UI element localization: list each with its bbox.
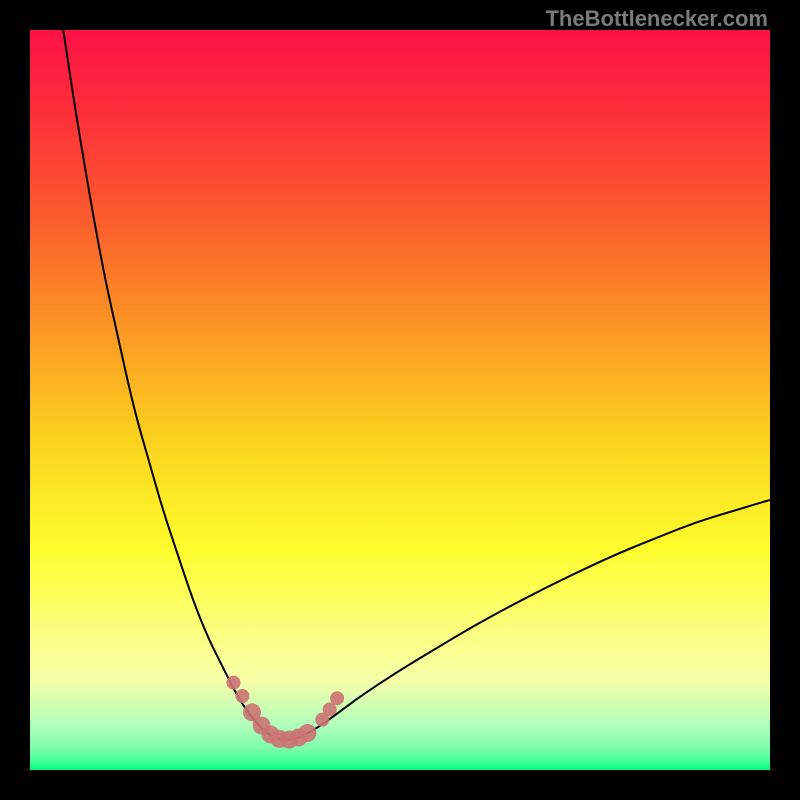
gradient-bg xyxy=(30,30,770,770)
data-dot xyxy=(227,676,241,690)
data-dot xyxy=(235,689,249,703)
plot-area xyxy=(30,30,770,770)
stage: TheBottlenecker.com xyxy=(0,0,800,800)
data-dot xyxy=(330,691,344,705)
data-dot xyxy=(299,724,317,742)
watermark-text: TheBottlenecker.com xyxy=(545,6,768,32)
